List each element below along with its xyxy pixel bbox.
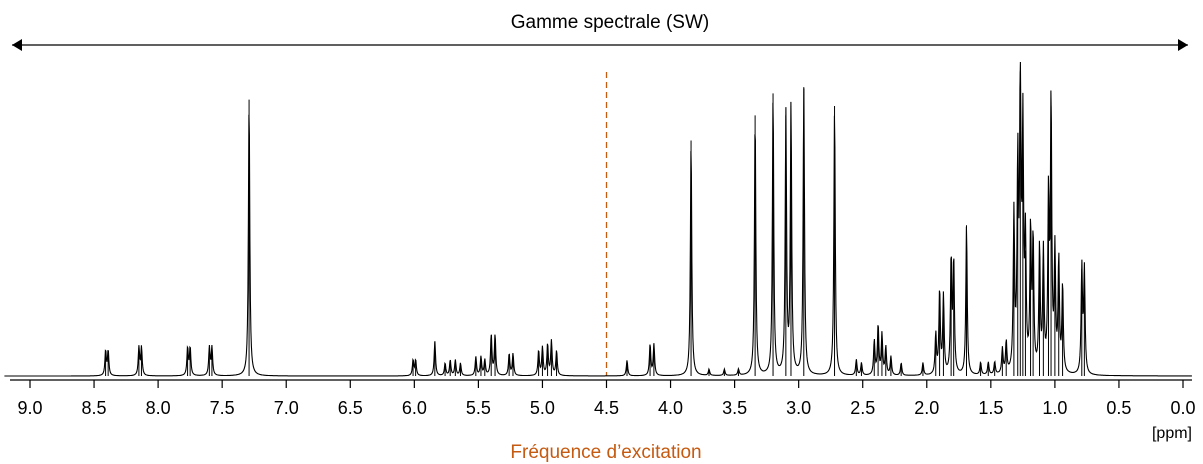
x-tick-label: 5.0 xyxy=(530,398,555,418)
x-tick-label: 5.5 xyxy=(466,398,491,418)
x-tick-label: 6.0 xyxy=(402,398,427,418)
x-tick-label: 8.5 xyxy=(82,398,107,418)
x-tick-label: 0.5 xyxy=(1106,398,1131,418)
x-tick-label: 2.5 xyxy=(850,398,875,418)
x-tick-label: 4.0 xyxy=(658,398,683,418)
x-tick-label: 3.5 xyxy=(722,398,747,418)
x-tick-label: 7.0 xyxy=(274,398,299,418)
x-tick-label: 7.5 xyxy=(210,398,235,418)
x-axis-ticks: 9.0 8.5 8.0 7.5 7.0 6.5 6.0 5.5 5.0 4.5 4.0 3.5 3.0 2… xyxy=(17,380,1196,418)
x-tick-label: 9.0 xyxy=(17,398,42,418)
x-tick-label: 3.0 xyxy=(786,398,811,418)
x-tick-label: 1.5 xyxy=(978,398,1003,418)
spectrum-series-line xyxy=(4,61,1192,377)
x-tick-label: 4.5 xyxy=(594,398,619,418)
excitation-frequency-label: Fréquence d’excitation xyxy=(510,442,701,463)
x-tick-label: 1.0 xyxy=(1042,398,1067,418)
x-axis-unit-label: [ppm] xyxy=(1152,425,1192,442)
x-tick-label: 2.0 xyxy=(914,398,939,418)
x-tick-label: 6.5 xyxy=(338,398,363,418)
peak-marks xyxy=(105,71,1085,376)
x-tick-label: 0.0 xyxy=(1170,398,1195,418)
chart-title: Gamme spectrale (SW) xyxy=(511,12,709,33)
x-tick-label: 8.0 xyxy=(146,398,171,418)
